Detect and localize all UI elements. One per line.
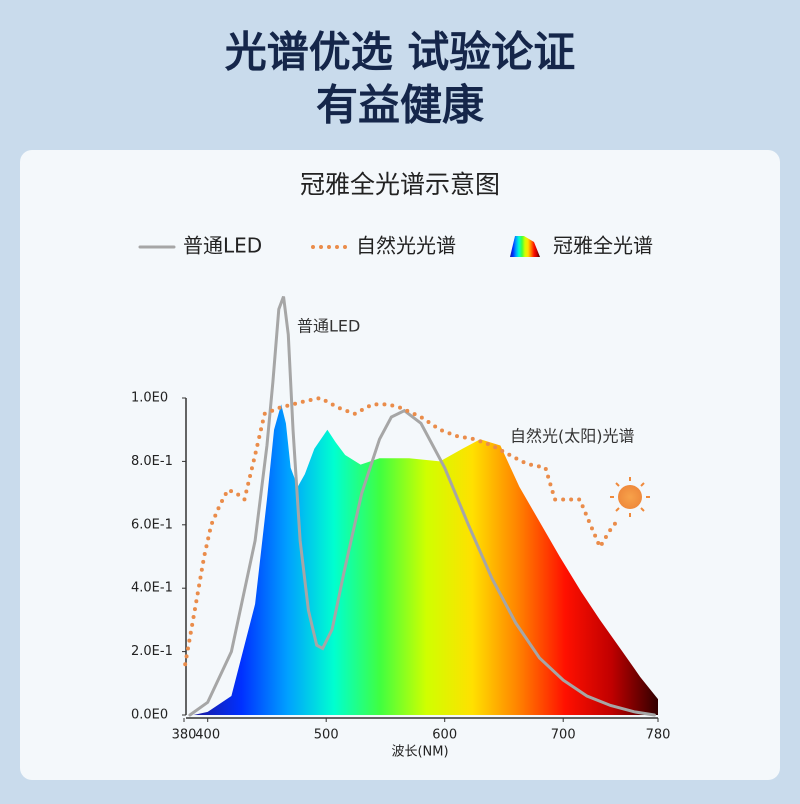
x-tick-label: 500 (314, 728, 339, 743)
x-tick-label: 700 (551, 728, 576, 743)
spectrum-area (193, 404, 659, 715)
legend-label: 冠雅全光谱 (553, 234, 653, 258)
x-tick-label: 380 (172, 728, 197, 743)
y-tick-label: 8.0E-1 (131, 454, 173, 469)
series-line (188, 296, 656, 717)
chart-title: 冠雅全光谱示意图 (300, 170, 500, 199)
headline: 有益健康 (316, 81, 484, 130)
legend-label: 自然光光谱 (356, 234, 456, 258)
legend-item: 普通LED (138, 234, 262, 258)
y-tick-label: 2.0E-1 (131, 644, 173, 659)
y-tick-label: 6.0E-1 (131, 517, 173, 532)
legend-item: 冠雅全光谱 (510, 234, 653, 258)
y-tick-label: 1.0E0 (131, 391, 168, 406)
legend-swatch (510, 236, 540, 257)
x-tick-label: 400 (195, 728, 220, 743)
sun-icon (610, 477, 650, 517)
headline: 光谱优选 试验论证 (225, 28, 576, 77)
annotation: 自然光(太阳)光谱 (510, 427, 635, 446)
x-tick-label: 780 (646, 728, 671, 743)
legend-label: 普通LED (183, 234, 262, 258)
x-tick-label: 600 (432, 728, 457, 743)
annotation: 普通LED (297, 317, 360, 336)
y-tick-label: 4.0E-1 (131, 581, 173, 596)
y-tick-label: 0.0E0 (131, 708, 168, 723)
legend-item: 自然光光谱 (311, 234, 456, 258)
x-axis-label: 波长(NM) (391, 745, 448, 760)
